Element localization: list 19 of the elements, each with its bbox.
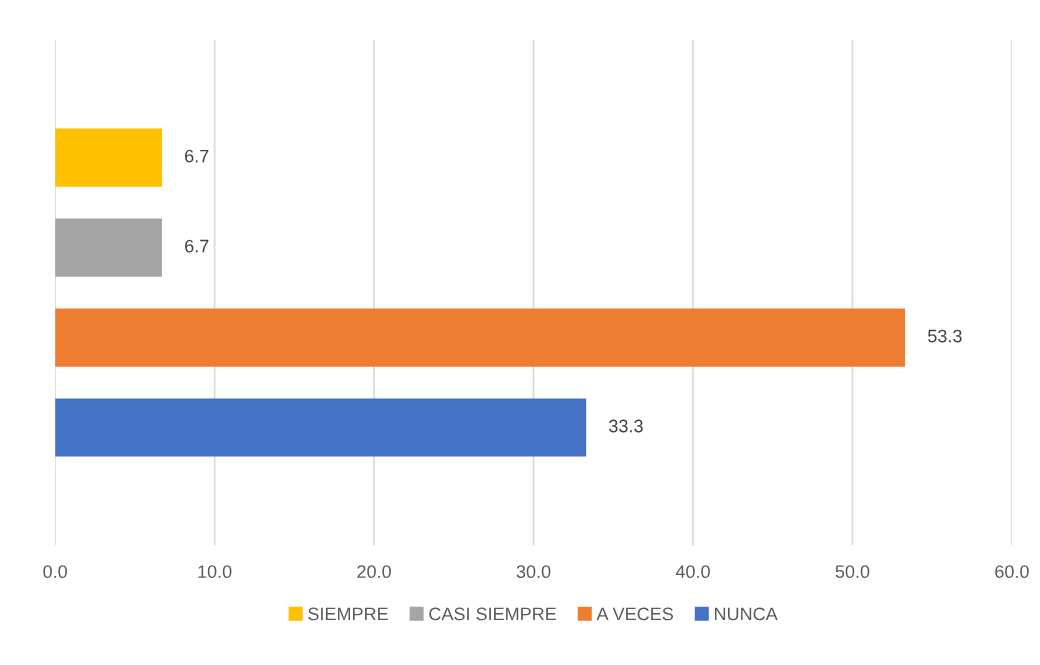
bar [55,128,162,187]
x-tick-label: 0.0 [43,565,67,579]
x-tick-label: 50.0 [835,565,870,579]
x-tick-label: 30.0 [516,565,551,579]
bar [55,308,906,367]
data-label: 6.7 [185,239,209,253]
bar [55,398,587,457]
data-label: 53.3 [928,329,962,343]
data-label: 33.3 [609,419,643,433]
x-tick-label: 60.0 [995,565,1029,579]
x-tick-label: 20.0 [357,565,391,579]
bar [55,218,162,277]
data-label: 6.7 [185,149,209,163]
x-tick-label: 40.0 [675,565,710,579]
legend-label: CASI SIEMPRE [429,607,557,621]
legend-label: SIEMPRE [308,607,388,621]
x-tick-label: 10.0 [198,565,232,579]
legend-label: A VECES [596,607,673,621]
legend-label: NUNCA [715,607,778,621]
